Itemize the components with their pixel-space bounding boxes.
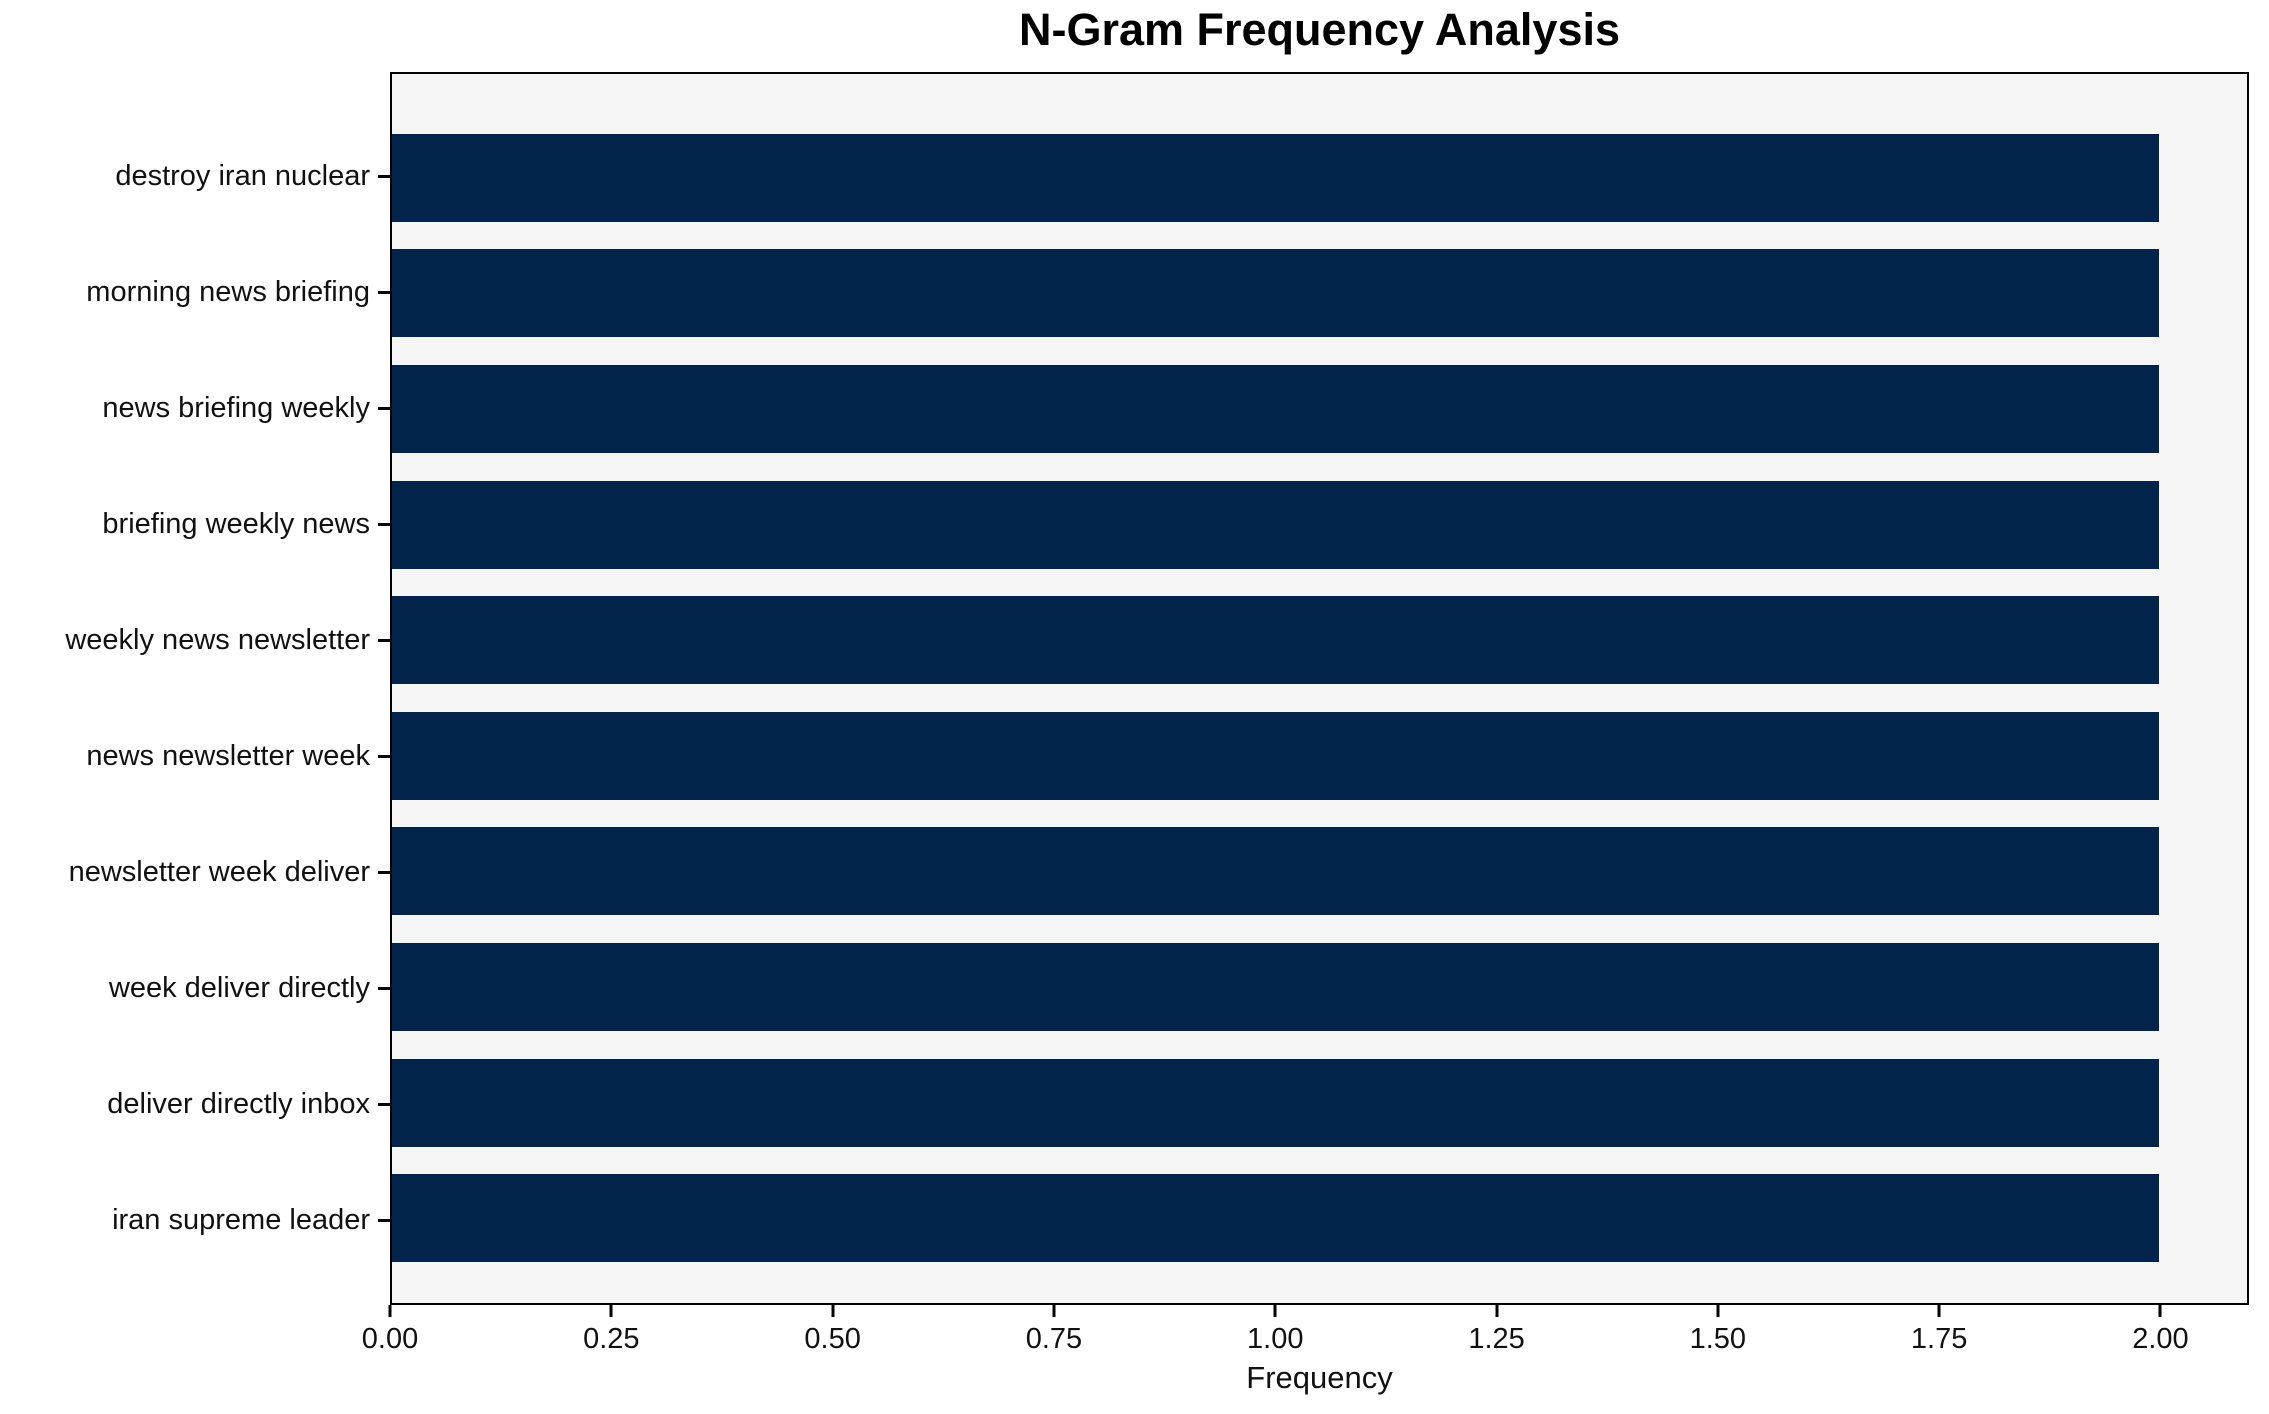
x-tick-label: 1.50	[1689, 1323, 1747, 1355]
y-axis-label-row: news briefing weekly	[0, 350, 390, 466]
bar	[392, 711, 2159, 800]
x-tick-mark	[1495, 1305, 1499, 1317]
x-tick-label: 0.50	[804, 1323, 861, 1355]
x-tick-label: 0.75	[1025, 1323, 1083, 1355]
y-axis-label-row: news newsletter week	[0, 698, 390, 814]
bar	[392, 596, 2159, 685]
y-axis-label: briefing weekly news	[102, 507, 370, 540]
bar-row	[392, 814, 2247, 930]
x-tick-mark	[2158, 1305, 2162, 1317]
y-tick-mark	[378, 406, 390, 410]
y-axis-label: news briefing weekly	[102, 391, 370, 424]
bar-row	[392, 120, 2247, 236]
y-axis-label: morning news briefing	[86, 275, 370, 308]
y-axis-label: news newsletter week	[86, 739, 370, 772]
y-axis-label: weekly news newsletter	[65, 623, 370, 656]
y-tick-mark	[378, 290, 390, 294]
bar	[392, 942, 2159, 1031]
bar	[392, 1174, 2159, 1263]
y-axis-label-row: briefing weekly news	[0, 466, 390, 582]
y-axis-label: iran supreme leader	[112, 1203, 370, 1236]
bars-layer	[392, 74, 2247, 1303]
x-tick-mark	[1716, 1305, 1720, 1317]
y-tick-mark	[378, 1218, 390, 1222]
bar	[392, 249, 2159, 338]
x-tick-mark	[388, 1305, 392, 1317]
y-axis-label: week deliver directly	[108, 971, 370, 1004]
bar-row	[392, 467, 2247, 583]
y-axis-label: destroy iran nuclear	[115, 159, 370, 192]
x-tick-label: 0.25	[583, 1323, 640, 1355]
y-axis-label-row: week deliver directly	[0, 930, 390, 1046]
y-axis-label-row: morning news briefing	[0, 234, 390, 350]
x-tick-label: 1.75	[1910, 1323, 1968, 1355]
bar	[392, 827, 2159, 916]
x-tick-mark	[609, 1305, 613, 1317]
y-axis-label: newsletter week deliver	[68, 855, 370, 888]
x-tick-label: 2.00	[2132, 1323, 2189, 1355]
x-tick-mark	[831, 1305, 835, 1317]
y-tick-mark	[378, 522, 390, 526]
chart-title: N-Gram Frequency Analysis	[1018, 4, 1621, 55]
y-axis-labels: destroy iran nuclear morning news briefin…	[0, 72, 390, 1305]
x-tick-label: 1.00	[1247, 1323, 1304, 1355]
y-axis-label-row: destroy iran nuclear	[0, 118, 390, 234]
bar	[392, 133, 2159, 222]
y-tick-mark	[378, 870, 390, 874]
bar	[392, 480, 2159, 569]
bar-row	[392, 698, 2247, 814]
y-axis-label-row: weekly news newsletter	[0, 582, 390, 698]
x-tick-mark	[1937, 1305, 1941, 1317]
x-axis-label: Frequency	[1246, 1360, 1393, 1395]
x-tick-label: 0.00	[361, 1323, 419, 1355]
bar-row	[392, 1160, 2247, 1276]
bar-row	[392, 929, 2247, 1045]
y-axis-label-row: deliver directly inbox	[0, 1046, 390, 1162]
y-axis-label-row: newsletter week deliver	[0, 814, 390, 930]
bar-row	[392, 1045, 2247, 1161]
y-tick-mark	[378, 754, 390, 758]
y-tick-mark	[378, 1102, 390, 1106]
bar	[392, 364, 2159, 453]
y-tick-mark	[378, 986, 390, 990]
plot-area	[390, 72, 2249, 1305]
y-tick-mark	[378, 638, 390, 642]
x-axis-ticks: 0.00 0.25 0.50 0.75 1.00 1.25 1.50 1.75 2.00	[362, 1305, 2249, 1375]
y-axis-label: deliver directly inbox	[107, 1087, 370, 1120]
x-tick-label: 1.25	[1468, 1323, 1525, 1355]
y-tick-mark	[378, 174, 390, 178]
bar-row	[392, 351, 2247, 467]
bar	[392, 1058, 2159, 1147]
bar-row	[392, 582, 2247, 698]
y-axis-label-row: iran supreme leader	[0, 1162, 390, 1278]
x-tick-mark	[1273, 1305, 1277, 1317]
x-tick-mark	[1052, 1305, 1056, 1317]
bar-row	[392, 236, 2247, 352]
